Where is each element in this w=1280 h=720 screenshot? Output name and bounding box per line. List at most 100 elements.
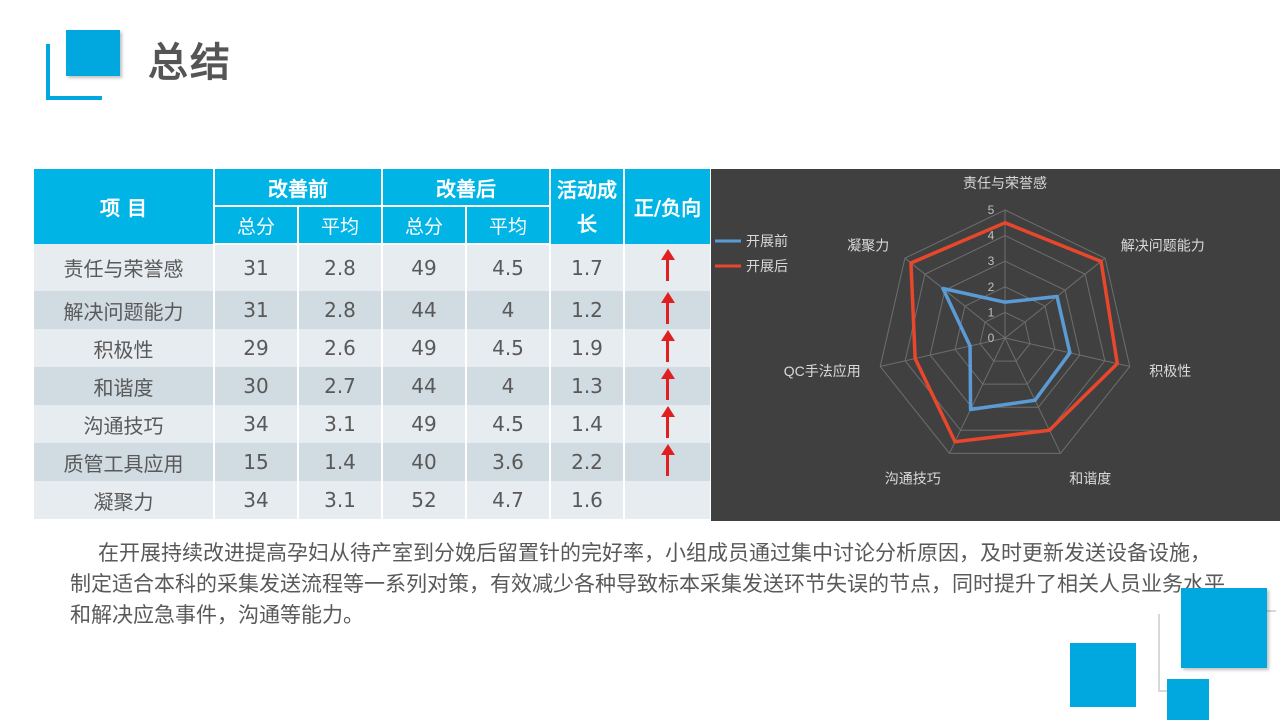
series-line-after — [909, 221, 1120, 444]
up-arrow-icon — [660, 329, 675, 362]
cell-after-total: 52 — [382, 481, 467, 519]
cell-after-total: 40 — [382, 443, 467, 481]
cell-before-total: 29 — [214, 329, 299, 367]
cell-before-total: 34 — [214, 405, 299, 443]
header-after-avg: 平均 — [465, 205, 551, 245]
cell-before-avg: 2.6 — [298, 329, 383, 367]
grid-spoke — [949, 337, 1006, 454]
up-arrow-icon — [660, 367, 675, 400]
tick-label: 4 — [988, 229, 995, 243]
header-direction: 正/负向 — [624, 169, 712, 244]
header-item: 项 目 — [34, 169, 215, 244]
radar-chart: 0 1 2 3 4 5 责任与荣誉感 解决问题能力 积极性 和谐度 沟通技巧 QC手法应用 凝聚力 开展前… — [711, 169, 1280, 521]
axis-label: 积极性 — [1149, 363, 1191, 379]
cell-after-total: 49 — [382, 405, 467, 443]
cell-after-total: 44 — [382, 367, 467, 405]
grid-spoke — [1004, 337, 1061, 454]
cell-before-avg: 2.7 — [298, 367, 383, 405]
logo-frame — [46, 44, 102, 100]
cell-after-avg: 4 — [466, 367, 551, 405]
cell-growth: 1.7 — [550, 244, 625, 291]
cell-after-avg: 4.7 — [466, 481, 551, 519]
tick-label: 3 — [988, 254, 995, 268]
tick-label: 0 — [988, 331, 995, 345]
cell-before-avg: 2.8 — [298, 244, 383, 291]
cell-item: 积极性 — [34, 329, 215, 367]
up-arrow-icon — [660, 443, 675, 476]
cell-growth: 1.3 — [550, 367, 625, 405]
cell-direction — [624, 443, 712, 481]
cell-growth: 1.2 — [550, 291, 625, 329]
axis-label: 责任与荣誉感 — [963, 175, 1047, 191]
cell-before-total: 31 — [214, 244, 299, 291]
header-growth: 活动成长 — [550, 169, 625, 244]
summary-table: 项 目 改善前 改善后 活动成长 正/负向 总分 平均 总分 平均 责任与荣誉感… — [34, 169, 712, 519]
cell-before-total: 15 — [214, 443, 299, 481]
table-row: 沟通技巧 34 3.1 49 4.5 1.4 — [34, 405, 712, 443]
grid-spoke — [1004, 337, 1130, 367]
grid-spoke — [904, 257, 1006, 339]
cell-before-avg: 3.1 — [298, 405, 383, 443]
up-arrow-icon — [660, 405, 675, 438]
cell-direction — [624, 291, 712, 329]
decor-square — [1070, 643, 1136, 707]
page-title: 总结 — [148, 40, 232, 86]
table-row: 凝聚力 34 3.1 52 4.7 1.6 — [34, 481, 712, 519]
cell-item: 凝聚力 — [34, 481, 215, 519]
tick-label: 2 — [988, 280, 995, 294]
grid-ring — [879, 209, 1131, 454]
cell-growth: 1.6 — [550, 481, 625, 519]
table-row: 积极性 29 2.6 49 4.5 1.9 — [34, 329, 712, 367]
table-row: 质管工具应用 15 1.4 40 3.6 2.2 — [34, 443, 712, 481]
cell-after-avg: 4.5 — [466, 244, 551, 291]
up-arrow-icon — [660, 291, 675, 324]
legend-label: 开展前 — [746, 233, 788, 249]
cell-after-avg: 3.6 — [466, 443, 551, 481]
cell-direction — [624, 367, 712, 405]
decor-line — [1158, 614, 1160, 692]
decor-square — [1167, 679, 1209, 720]
grid-ring — [904, 235, 1106, 431]
header-after: 改善后 — [382, 169, 551, 206]
cell-after-total: 49 — [382, 329, 467, 367]
cell-growth: 2.2 — [550, 443, 625, 481]
cell-after-avg: 4 — [466, 291, 551, 329]
cell-before-avg: 2.8 — [298, 291, 383, 329]
tick-label: 1 — [988, 305, 995, 319]
cell-growth: 1.9 — [550, 329, 625, 367]
summary-paragraph: 在开展持续改进提高孕妇从待产室到分娩后留置针的完好率，小组成员通过集中讨论分析原… — [70, 541, 1225, 627]
tick-label: 5 — [988, 203, 995, 217]
cell-item: 沟通技巧 — [34, 405, 215, 443]
table-row: 和谐度 30 2.7 44 4 1.3 — [34, 367, 712, 405]
cell-after-avg: 4.5 — [466, 405, 551, 443]
header-after-total: 总分 — [381, 205, 467, 245]
cell-direction — [624, 244, 712, 291]
cell-before-total: 34 — [214, 481, 299, 519]
grid-ring — [929, 260, 1081, 408]
grid-spoke — [880, 337, 1006, 367]
series-line-before — [941, 286, 1072, 412]
table-row: 责任与荣誉感 31 2.8 49 4.5 1.7 — [34, 244, 712, 291]
header-before-avg: 平均 — [297, 205, 383, 245]
grid-ring — [979, 311, 1031, 362]
up-arrow-icon — [660, 249, 675, 281]
table-row: 解决问题能力 31 2.8 44 4 1.2 — [34, 291, 712, 329]
cell-before-total: 30 — [214, 367, 299, 405]
axis-label: 凝聚力 — [847, 238, 889, 254]
cell-item: 和谐度 — [34, 367, 215, 405]
cell-direction — [624, 481, 712, 519]
cell-after-total: 44 — [382, 291, 467, 329]
legend-label: 开展后 — [746, 258, 788, 274]
cell-before-total: 31 — [214, 291, 299, 329]
cell-item: 责任与荣誉感 — [34, 244, 215, 291]
cell-before-avg: 1.4 — [298, 443, 383, 481]
axis-label: 解决问题能力 — [1121, 238, 1205, 254]
logo-square — [66, 30, 120, 76]
axis-label: 和谐度 — [1069, 470, 1111, 486]
cell-item: 解决问题能力 — [34, 291, 215, 329]
grid-ring — [954, 286, 1056, 385]
cell-direction — [624, 405, 712, 443]
cell-growth: 1.4 — [550, 405, 625, 443]
cell-direction — [624, 329, 712, 367]
